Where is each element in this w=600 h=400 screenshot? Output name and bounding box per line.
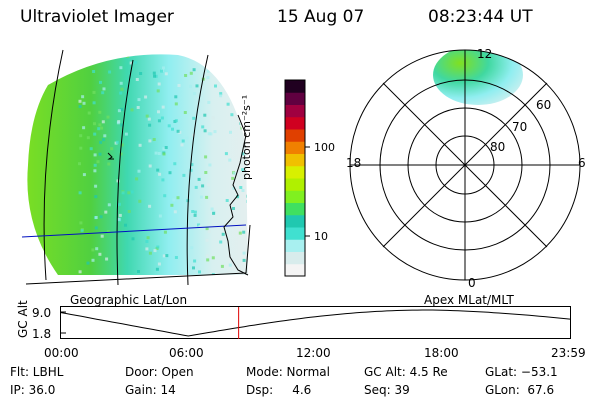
date-label: 15 Aug 07 (277, 7, 365, 27)
colorbar-cell (285, 239, 305, 252)
coastline (223, 114, 249, 276)
colorbar-cell (285, 116, 305, 130)
status-gc-alt: GC Alt: 4.5 Re (364, 365, 448, 379)
colorbar-cell (285, 202, 305, 216)
mlt-label-18: 18 (346, 156, 362, 170)
altitude-xtick-1800: 18:00 (424, 346, 459, 360)
polar-map-label: Apex MLat/MLT (424, 293, 514, 307)
altitude-xtick-0000: 00:00 (44, 346, 79, 360)
uv-image-region (433, 50, 523, 105)
altitude-xtick-0600: 06:00 (169, 346, 204, 360)
mlt-label-12: 12 (477, 47, 493, 61)
colorbar-cell (285, 80, 305, 93)
colorbar-tick-100: 100 (314, 141, 335, 154)
status-filter: Flt: LBHL (10, 365, 64, 379)
mlat-label-70: 70 (512, 120, 528, 134)
mlt-label-6: 6 (578, 156, 586, 170)
colorbar-cell (285, 92, 305, 105)
altitude-ytick-1.8: 1.8 (32, 327, 52, 341)
status-ip: IP: 36.0 (10, 383, 56, 397)
mlt-label-0: 0 (468, 276, 476, 290)
altitude-xtick-2359: 23:59 (551, 346, 586, 360)
colorbar-cell (285, 251, 305, 265)
colorbar (284, 79, 310, 277)
altitude-xtick-1200: 12:00 (296, 346, 331, 360)
colorbar-cell (285, 141, 305, 154)
status-door: Door: Open (125, 365, 194, 379)
colorbar-cell (285, 263, 305, 277)
colorbar-unit-label: photon cm⁻²s⁻¹ (240, 94, 253, 180)
colorbar-cell (285, 214, 305, 228)
mlat-label-80: 80 (490, 140, 506, 154)
status-seq: Seq: 39 (364, 383, 410, 397)
colorbar-cell (285, 104, 305, 118)
geographic-map (21, 49, 251, 285)
altitude-ytick-9: 9.0 (32, 306, 52, 320)
colorbar-cell (285, 227, 305, 240)
colorbar-cell (285, 129, 305, 142)
colorbar-cell (285, 178, 305, 191)
colorbar-cell (285, 190, 305, 203)
time-label: 08:23:44 UT (428, 7, 533, 27)
altitude-curve (60, 309, 571, 337)
status-mode: Mode: Normal (246, 365, 330, 379)
latitude-line (21, 224, 247, 238)
instrument-title: Ultraviolet Imager (20, 7, 174, 27)
status-gain: Gain: 14 (125, 383, 176, 397)
status-dsp: Dsp: 4.6 (246, 383, 312, 397)
mlat-label-60: 60 (536, 98, 552, 112)
colorbar-tick-10: 10 (314, 230, 328, 243)
altitude-ylabel: GC Alt (16, 300, 30, 338)
status-glon: GLon: 67.6 (485, 383, 555, 397)
altitude-plot (60, 306, 571, 339)
polar-map (349, 49, 581, 281)
colorbar-cell (285, 153, 305, 167)
status-glat: GLat: −53.1 (485, 365, 558, 379)
geo-map-label: Geographic Lat/Lon (70, 293, 188, 307)
colorbar-cell (285, 165, 305, 179)
